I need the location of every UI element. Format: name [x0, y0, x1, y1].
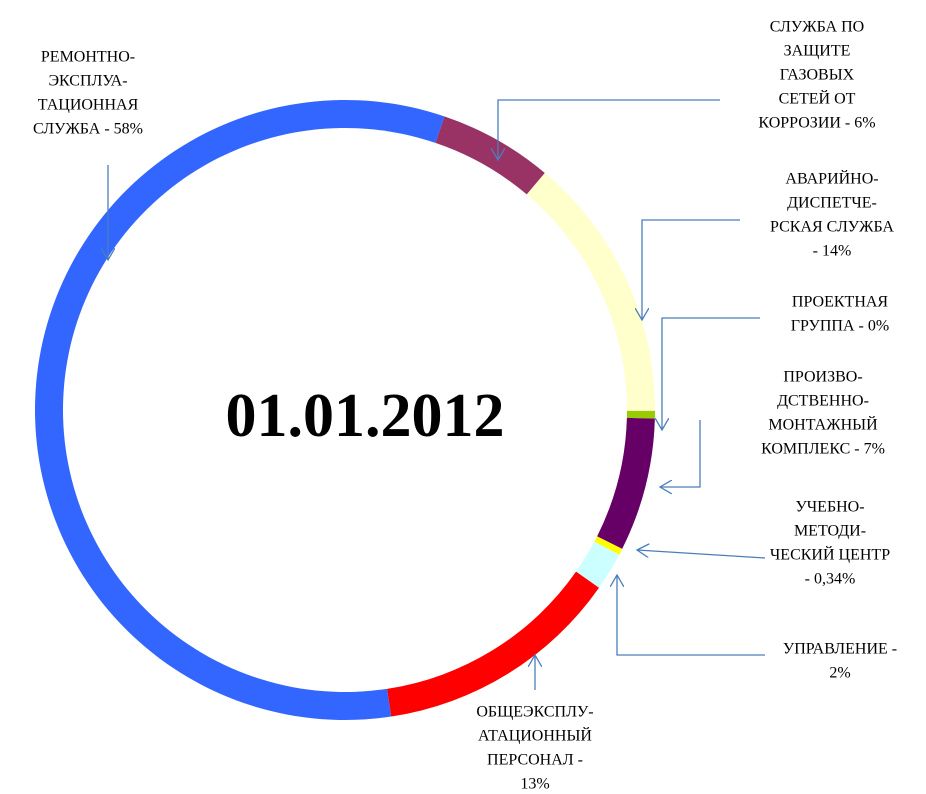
data-label: АТАЦИОННЫЙ	[478, 726, 592, 745]
data-label: 2%	[829, 665, 850, 682]
data-label: РЕМОНТНО-	[41, 49, 135, 66]
data-label: ЭКСПЛУА-	[48, 73, 127, 90]
leader-line	[617, 575, 765, 656]
data-label: ЗАЩИТЕ	[784, 43, 851, 60]
leader-line	[642, 219, 740, 320]
leader-line	[660, 420, 701, 487]
data-label: ТАЦИОННАЯ	[38, 97, 139, 114]
data-label: 13%	[520, 776, 549, 793]
data-label: МОНТАЖНЫЙ	[768, 415, 878, 434]
data-label: - 0,34%	[805, 571, 856, 588]
data-label: СЛУЖБА ПО	[770, 19, 864, 36]
leader-line	[637, 550, 766, 559]
data-label: РСКАЯ СЛУЖБА	[770, 219, 894, 236]
data-label: ГАЗОВЫХ	[780, 67, 855, 84]
donut-segment	[597, 417, 655, 549]
data-label: СЛУЖБА - 58%	[33, 121, 143, 138]
donut-segment	[626, 410, 655, 419]
data-label: УПРАВЛЕНИЕ -	[783, 641, 897, 658]
donut	[34, 99, 655, 720]
leader-lines	[108, 99, 766, 690]
data-label: ПЕРСОНАЛ -	[487, 752, 583, 769]
donut-segment	[594, 536, 623, 555]
data-label: ДИСПЕТЧЕ-	[787, 195, 877, 212]
data-label: ПРОИЗВО-	[783, 369, 862, 386]
data-label: КОМПЛЕКС - 7%	[761, 441, 885, 458]
donut-segment	[576, 541, 620, 588]
data-label: ПРОЕКТНАЯ	[792, 294, 889, 311]
donut-segment	[435, 116, 545, 195]
data-label: МЕТОДИ-	[794, 523, 866, 540]
data-label: - 14%	[813, 243, 852, 260]
data-label: КОРРОЗИИ - 6%	[758, 115, 875, 132]
leader-line	[662, 317, 760, 430]
chart-title: 01.01.2012	[226, 382, 505, 450]
data-label: АВАРИЙНО-	[785, 169, 878, 188]
leader-line	[498, 99, 720, 160]
donut-segment	[526, 173, 655, 411]
data-label: УЧЕБНО-	[795, 499, 864, 516]
donut-segment	[387, 571, 600, 717]
data-label: СЕТЕЙ ОТ	[779, 89, 856, 108]
data-label: ЧЕСКИЙ ЦЕНТР	[770, 545, 890, 564]
data-label: ОБЩЕЭКСПЛУ-	[476, 704, 593, 721]
data-label: ГРУППА - 0%	[791, 318, 889, 335]
data-label: ДСТВЕННО-	[777, 393, 869, 410]
